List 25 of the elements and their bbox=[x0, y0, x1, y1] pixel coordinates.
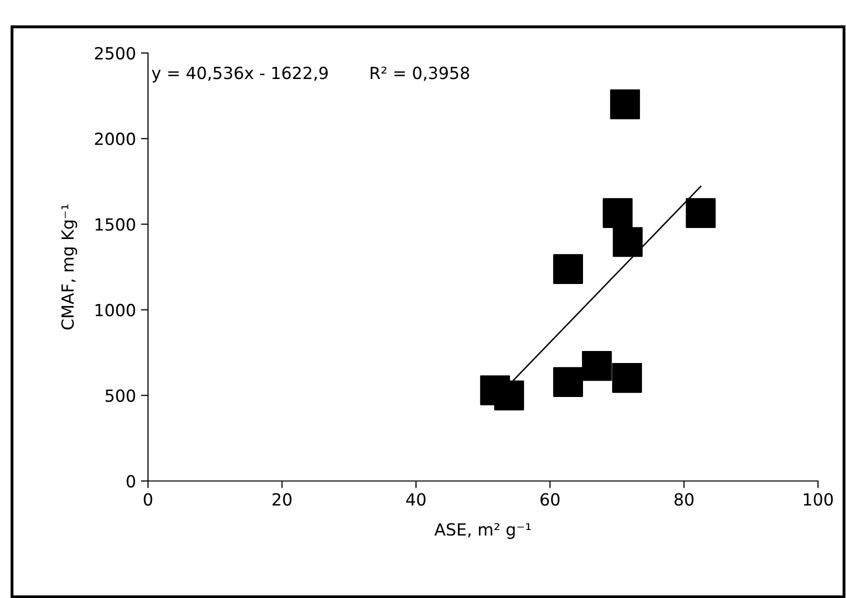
point bbox=[612, 363, 642, 393]
y-tick-label: 1500 bbox=[96, 218, 136, 231]
x-tick-label: 80 bbox=[674, 493, 694, 506]
point bbox=[610, 89, 640, 120]
x-tick-label: 100 bbox=[804, 493, 833, 506]
point bbox=[480, 375, 510, 406]
y-tick-label: 1000 bbox=[96, 304, 136, 316]
point bbox=[686, 198, 716, 228]
y-tick-label: 2500 bbox=[95, 46, 136, 60]
y-axis-title: CMAF, mg Kg⁻¹ bbox=[61, 204, 78, 330]
x-axis-title: ASE, m² g⁻¹ bbox=[434, 523, 531, 539]
y-tick-label: 500 bbox=[106, 389, 136, 402]
point bbox=[602, 198, 633, 228]
x-tick-label: 40 bbox=[406, 493, 426, 506]
point bbox=[582, 351, 612, 381]
y-tick-label: 2000 bbox=[95, 132, 136, 146]
x-tick-label: 20 bbox=[272, 493, 292, 506]
point bbox=[553, 367, 584, 397]
annotation: y = 40,536x - 1622,9 bbox=[152, 66, 328, 82]
x-tick-label: 60 bbox=[540, 493, 560, 506]
x-tick-label: 0 bbox=[144, 493, 152, 506]
point bbox=[553, 254, 584, 284]
point bbox=[612, 227, 643, 257]
y-tick-label: 0 bbox=[126, 474, 136, 488]
annotation: R² = 0,3958 bbox=[370, 66, 470, 81]
